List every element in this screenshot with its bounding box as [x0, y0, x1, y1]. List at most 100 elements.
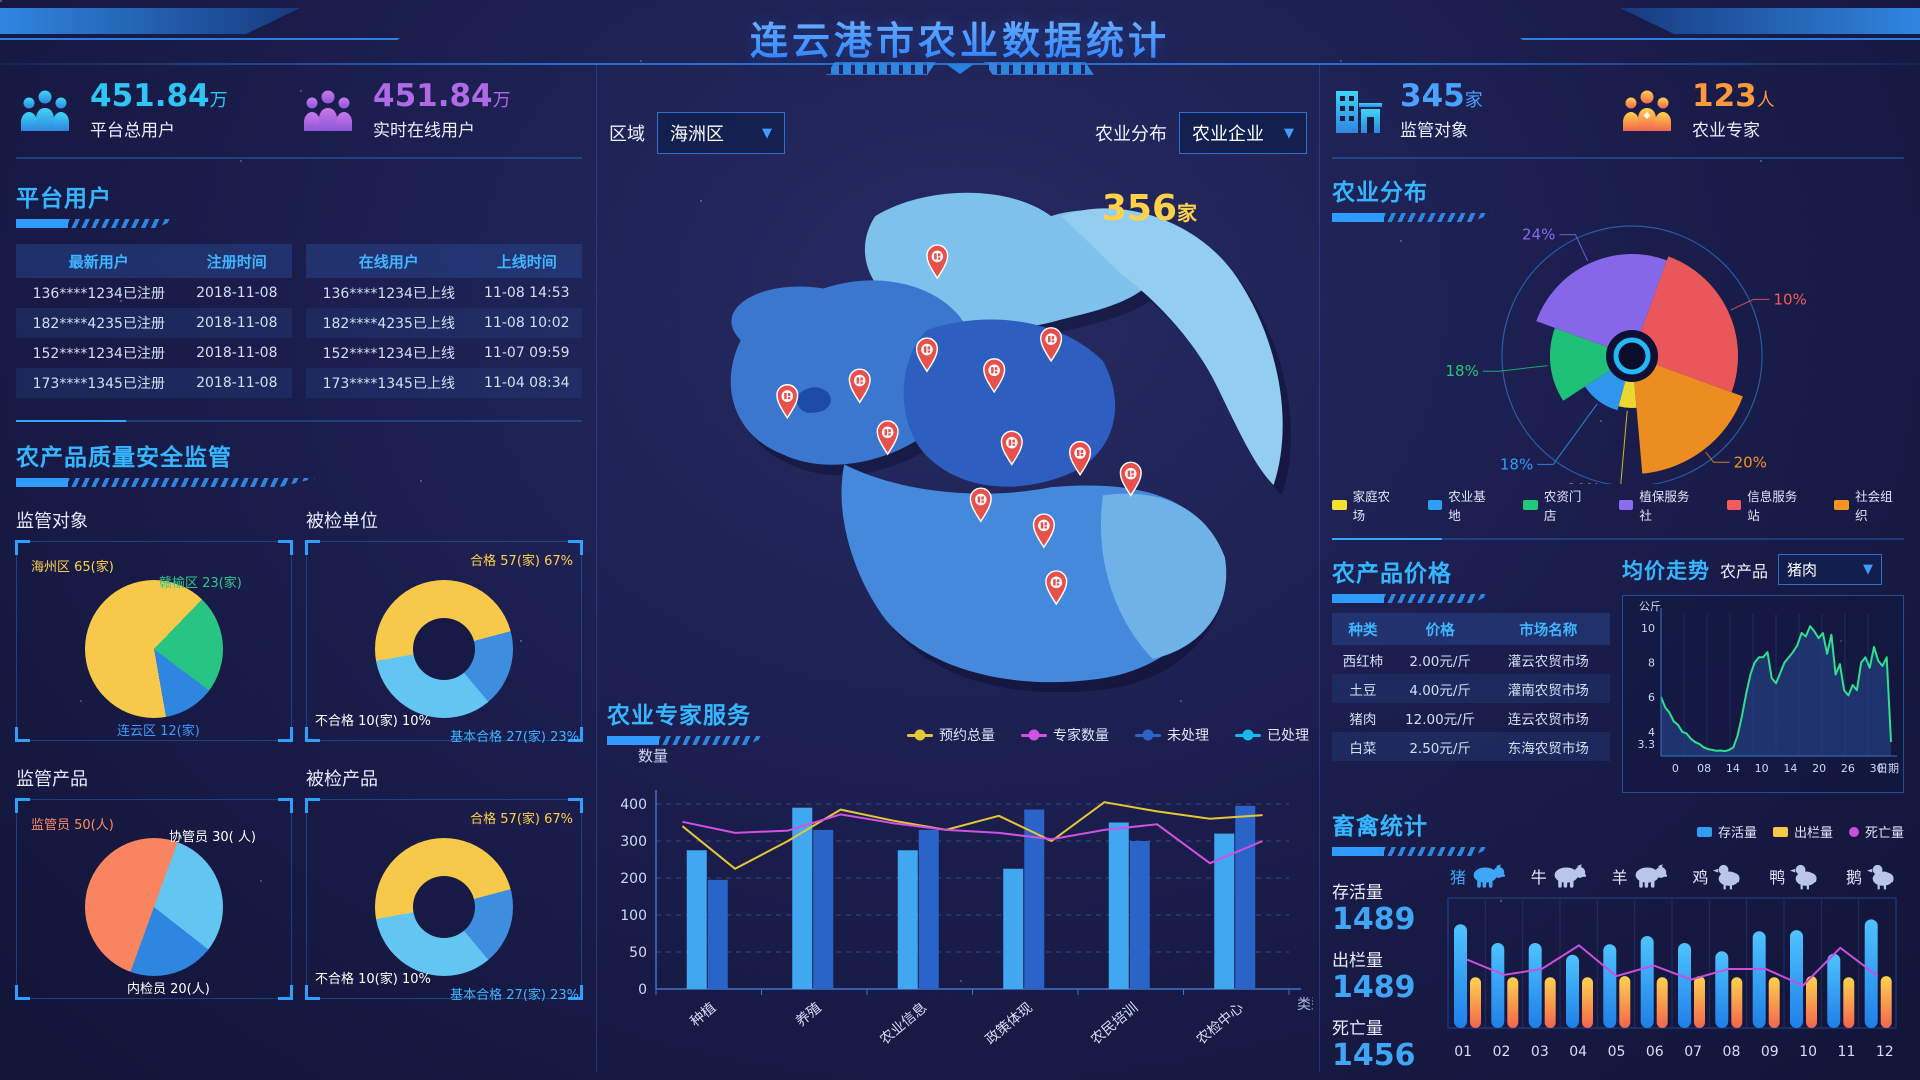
legend-marker-icon [1135, 729, 1161, 741]
svg-text:政策体现: 政策体现 [982, 999, 1036, 1048]
distribution-label: 农业分布 [1095, 124, 1167, 145]
metric-value: 1456 [1332, 1038, 1416, 1073]
legend-item[interactable]: 社会组织 [1834, 486, 1904, 524]
map-pin[interactable] [969, 487, 992, 523]
chevron-down-icon: ▼ [1863, 562, 1874, 577]
animal-sheep[interactable]: 羊 [1612, 862, 1668, 890]
svg-text:数量: 数量 [638, 747, 668, 765]
legend-item[interactable]: 家庭农场 [1332, 486, 1402, 524]
legend-item[interactable]: 未处理 [1135, 725, 1209, 745]
stat-unit: 万 [209, 90, 228, 111]
stat-value: 451.84 [373, 78, 493, 114]
region-select[interactable]: 海洲区 ▼ [657, 112, 785, 154]
product-select[interactable]: 猪肉 ▼ [1778, 554, 1883, 585]
title-decoration [1332, 213, 1492, 222]
table-header: 最新用户 注册时间 [16, 244, 292, 278]
legend-swatch-icon [1726, 500, 1742, 510]
animal-duck[interactable]: 鸭 [1769, 862, 1821, 890]
donut-chart [375, 580, 513, 718]
legend-swatch-icon [1618, 500, 1634, 510]
users-group-icon [16, 87, 74, 133]
metric-label: 存活量 [1332, 883, 1383, 903]
map-pin[interactable] [1040, 327, 1063, 363]
svg-text:08: 08 [1697, 762, 1711, 775]
stat-value: 451.84 [90, 78, 210, 114]
legend-swatch-icon [1332, 500, 1347, 510]
map-district-southeast[interactable] [1100, 493, 1227, 659]
svg-text:日期: 日期 [1877, 762, 1899, 775]
map-pin[interactable] [926, 244, 949, 280]
pie-chart [85, 838, 223, 976]
svg-text:14: 14 [1783, 762, 1797, 775]
section-title-expert-service: 农业专家服务 [607, 703, 751, 729]
stat-unit: 家 [1464, 90, 1483, 111]
section-divider [16, 420, 582, 422]
header-emblem [826, 62, 1094, 75]
map-pin[interactable] [1032, 513, 1055, 549]
table-row: 土豆 4.00元/斤 灌南农贸市场 [1332, 674, 1610, 703]
legend-item[interactable]: 已处理 [1235, 725, 1309, 745]
map-district-coast[interactable] [1061, 208, 1283, 486]
region-map: 356家 [601, 154, 1315, 694]
legend-item[interactable]: 出栏量 [1772, 822, 1833, 841]
svg-text:农民培训: 农民培训 [1088, 1000, 1141, 1048]
map-pin[interactable] [915, 337, 939, 373]
map-district-center[interactable] [903, 319, 1116, 487]
title-decoration [1332, 847, 1492, 856]
legend-item[interactable]: 植保服务社 [1618, 486, 1701, 524]
legend-item[interactable]: 死亡量 [1848, 822, 1904, 841]
animal-cow[interactable]: 牛 [1531, 862, 1587, 890]
animal-goose[interactable]: 鹅 [1846, 862, 1898, 890]
animal-chicken[interactable]: 鸡 [1692, 862, 1744, 890]
title-decoration [607, 736, 767, 745]
svg-text:300: 300 [620, 834, 647, 850]
map-pin[interactable] [876, 420, 899, 456]
distribution-select[interactable]: 农业企业 ▼ [1179, 112, 1307, 154]
map-pin[interactable] [1119, 461, 1142, 497]
svg-text:10: 10 [1755, 762, 1769, 775]
svg-text:20%: 20% [1734, 453, 1767, 471]
chevron-down-icon: ▼ [762, 125, 772, 141]
user-stats-row: 451.84万 平台总用户 451.84万 实时在线用户 [16, 64, 582, 159]
map-lake [796, 387, 831, 413]
map-pin[interactable] [1000, 430, 1023, 466]
section-title-livestock: 畜禽统计 [1332, 814, 1428, 840]
table-row: 173****1345已注册 2018-11-08 [16, 368, 292, 398]
legend-swatch-icon [1427, 500, 1443, 510]
legend-item[interactable]: 专家数量 [1021, 725, 1109, 745]
map-pin[interactable] [983, 358, 1006, 394]
svg-text:20: 20 [1812, 762, 1826, 775]
stat-value: 345 [1400, 78, 1465, 114]
map-pin[interactable] [1045, 570, 1068, 606]
legend-item[interactable]: 预约总量 [907, 725, 995, 745]
title-decoration [1332, 594, 1492, 603]
animal-pig[interactable]: 猪 [1450, 862, 1506, 890]
table-row: 猪肉 12.00元/斤 连云农贸市场 [1349, 711, 1589, 728]
expert-service-chart: 数量 0 50 100 200 300 400 种植 养殖 农业信息 政策体现 农民培训 农检中心 类型 [620, 747, 1313, 1048]
legend-item[interactable]: 农业基地 [1427, 486, 1498, 524]
pie-label: 海州区 65(家) [31, 560, 114, 575]
chart-subtitle: 被检产品 [306, 769, 378, 790]
svg-text:14: 14 [1726, 762, 1740, 775]
legend-item[interactable]: 信息服务站 [1726, 486, 1809, 524]
stat-value: 123 [1692, 78, 1757, 114]
legend-item[interactable]: 存活量 [1696, 822, 1757, 841]
legend-marker-icon [1235, 729, 1261, 741]
quality-chart-supervised-products: 监管产品 监管员 50(人) 协管员 30( 人) 内检员 20(人) [15, 755, 293, 1000]
map-pin[interactable] [776, 384, 799, 420]
svg-text:农业信息: 农业信息 [876, 999, 930, 1048]
map-pin[interactable] [1069, 440, 1092, 477]
pie-label: 内检员 20(人) [127, 982, 210, 997]
map-pin[interactable] [848, 368, 871, 404]
svg-text:种植: 种植 [688, 1000, 720, 1030]
quality-chart-inspected-units: 被检单位 合格 57(家) 67% 不合格 10(家) 10% 基本合格 27(… [305, 497, 583, 745]
livestock-metrics: 存活量 1489 出栏量 1489 死亡量 1456 [1332, 862, 1444, 1080]
chart-subtitle: 监管产品 [16, 769, 88, 790]
legend-item[interactable]: 农资门店 [1523, 486, 1593, 524]
table-header: 种类 价格 市场名称 [1332, 613, 1610, 645]
section-title-prices: 农产品价格 [1332, 561, 1452, 587]
section-title-distribution: 农业分布 [1332, 180, 1428, 206]
svg-text:10: 10 [1641, 622, 1655, 635]
online-table: 在线用户 上线时间 136****1234已上线 11-08 14:53 182**… [306, 244, 582, 398]
